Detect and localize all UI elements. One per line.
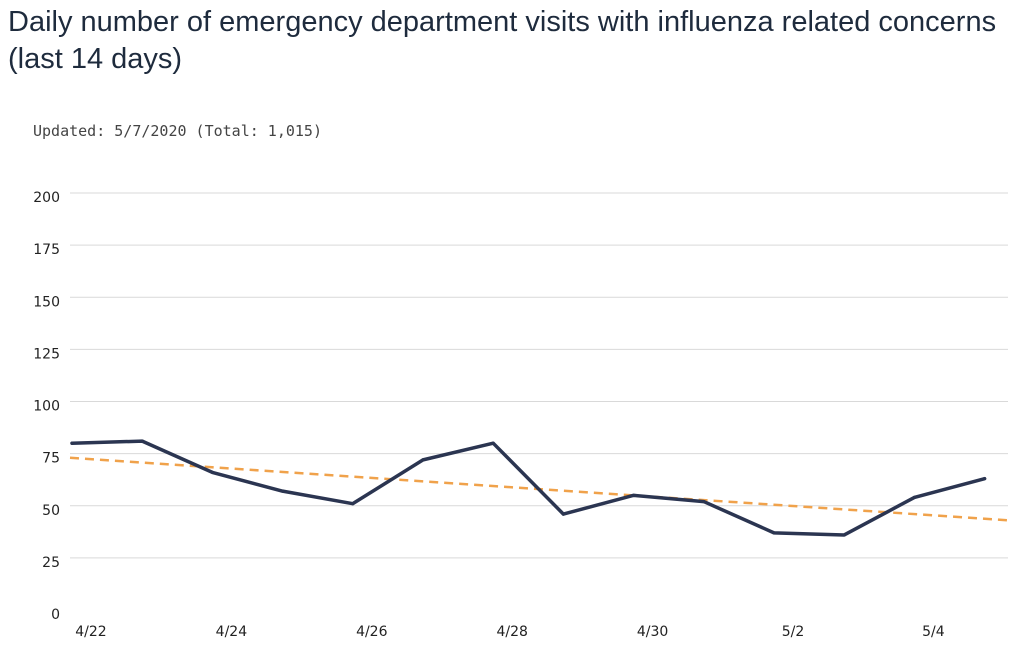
x-tick-label: 4/22: [75, 624, 106, 640]
data-point: [912, 495, 917, 500]
y-tick-label: 100: [33, 399, 60, 415]
y-tick-label: 200: [33, 190, 60, 206]
data-point: [210, 470, 214, 474]
data-point: [983, 477, 987, 481]
gridlines: [70, 192, 1008, 559]
y-tick-label: 0: [51, 607, 60, 623]
data-point: [561, 512, 566, 516]
data-point: [70, 441, 74, 445]
x-tick-label: 5/2: [782, 624, 805, 640]
data-point: [351, 502, 355, 506]
data-point: [421, 458, 425, 462]
y-tick-label: 50: [42, 503, 60, 519]
data-point: [772, 531, 776, 535]
data-point: [281, 489, 285, 493]
data-point: [842, 533, 846, 537]
series-layer: [70, 439, 987, 537]
x-tick-label: 4/26: [356, 624, 388, 640]
y-tick-label: 75: [42, 451, 60, 467]
updated-caption: Updated: 5/7/2020 (Total: 1,015): [33, 122, 322, 140]
data-point: [491, 441, 495, 445]
series-line: [70, 439, 987, 537]
x-axis-ticks: 4/22 4/24 4/26 4/28 4/30 5/2 5/4: [75, 624, 944, 640]
chart-title: Daily number of emergency department vis…: [8, 6, 997, 75]
data-point: [702, 499, 706, 504]
x-tick-label: 4/30: [637, 624, 668, 640]
x-tick-label: 4/28: [496, 624, 527, 640]
y-tick-label: 175: [33, 242, 60, 258]
y-tick-label: 25: [42, 555, 60, 571]
x-tick-label: 5/4: [922, 624, 945, 640]
y-axis-ticks: 0 25 50 75 100 125 150 175 200: [33, 190, 60, 623]
y-tick-label: 125: [33, 346, 60, 362]
x-tick-label: 4/24: [216, 624, 248, 640]
data-point: [632, 493, 636, 497]
data-point: [140, 439, 144, 443]
y-tick-label: 150: [33, 294, 60, 310]
